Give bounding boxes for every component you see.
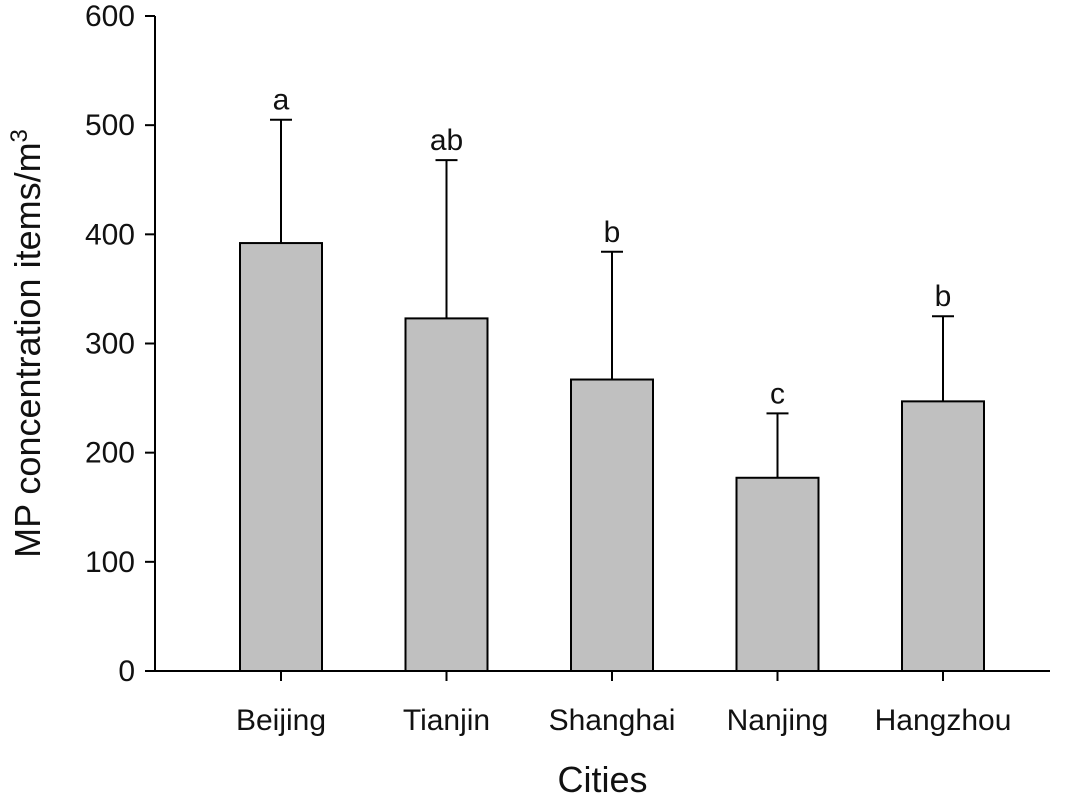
error-bars-layer — [270, 118, 954, 478]
y-tick-label: 300 — [85, 328, 135, 361]
x-axis-title: Cities — [557, 759, 647, 800]
significance-label-nanjing: c — [770, 377, 785, 410]
y-tick-label: 500 — [85, 109, 135, 142]
y-tick-label: 0 — [118, 655, 135, 688]
y-ticks-layer: 0 100 200 300 400 500 600 — [85, 0, 155, 688]
x-tick-label-nanjing: Nanjing — [727, 704, 829, 737]
bar-nanjing — [735, 476, 820, 672]
y-tick-label: 100 — [85, 546, 135, 579]
significance-label-tianjin: ab — [430, 124, 463, 157]
significance-label-beijing: a — [273, 84, 290, 117]
y-tick-label: 200 — [85, 437, 135, 470]
significance-labels-layer: a ab b c b — [273, 84, 952, 411]
y-tick-label: 400 — [85, 218, 135, 251]
y-tick-label: 600 — [85, 0, 135, 33]
x-tick-label-hangzhou: Hangzhou — [875, 704, 1012, 737]
bar-beijing — [239, 242, 323, 672]
bar-shanghai — [570, 378, 654, 672]
y-axis-title-main: MP concentration items/m — [7, 142, 48, 558]
y-axis-title: MP concentration items/m3 — [6, 129, 49, 558]
y-axis-title-superscript: 3 — [6, 129, 33, 142]
x-tick-label-beijing: Beijing — [236, 704, 326, 737]
bar-hangzhou — [901, 400, 985, 672]
bar-tianjin — [404, 317, 489, 672]
x-ticks-layer: Beijing Tianjin Shanghai Nanjing Hangzhou — [236, 671, 1011, 737]
x-tick-label-tianjin: Tianjin — [403, 704, 490, 737]
significance-label-hangzhou: b — [935, 280, 952, 313]
significance-label-shanghai: b — [604, 216, 621, 249]
x-tick-label-shanghai: Shanghai — [549, 704, 676, 737]
